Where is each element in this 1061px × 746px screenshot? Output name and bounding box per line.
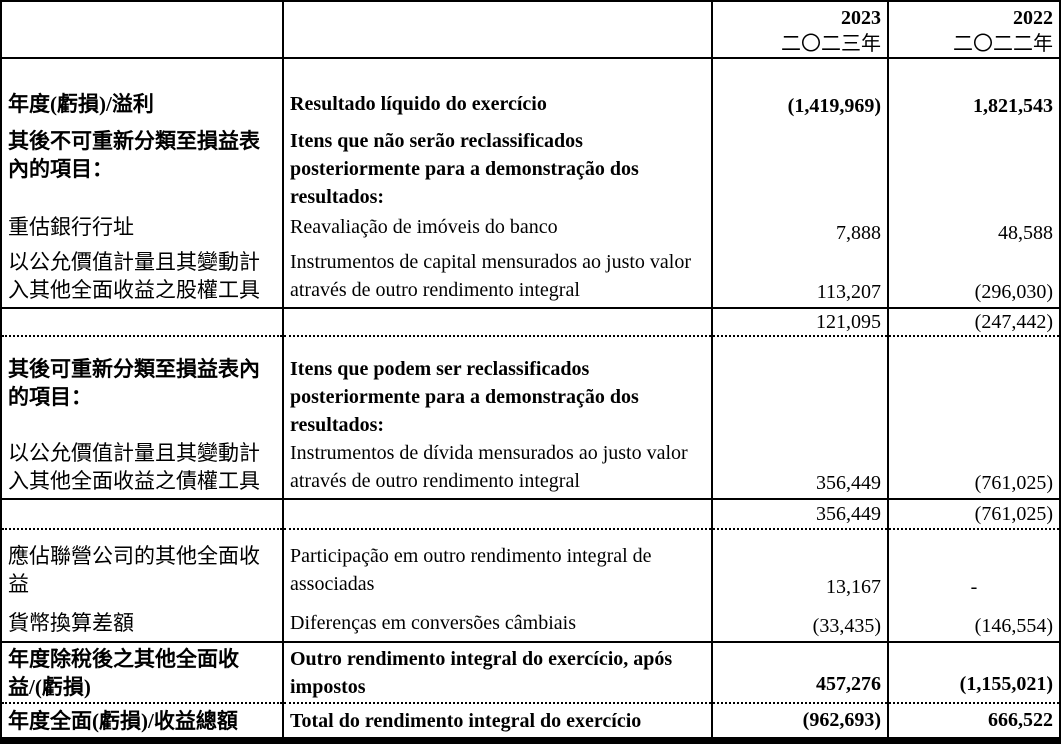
row-label-pt (283, 499, 713, 530)
row-label-pt (283, 308, 713, 337)
value-2022: (761,025) (888, 499, 1059, 530)
table-row: 應佔聯營公司的其他全面收益 Participação em outro rend… (2, 529, 1059, 604)
value-2023: 7,888 (712, 213, 889, 248)
row-label-pt: Itens que não serão reclassificados post… (283, 125, 713, 213)
row-label-zh: 年度除稅後之其他全面收益/(虧損) (2, 642, 284, 704)
value-2023 (712, 125, 889, 213)
value-2023: 13,167 (712, 529, 889, 604)
row-label-zh: 年度全面(虧損)/收益總額 (2, 703, 284, 737)
value-2023: (33,435) (712, 604, 889, 643)
row-label-zh: 其後不可重新分類至損益表內的項目： (2, 125, 284, 213)
year-2023-label: 2023 (841, 7, 881, 29)
table-header-row: 2023 二〇二三年 2022 二〇二二年 (2, 2, 1059, 59)
value-2022: (146,554) (888, 604, 1059, 643)
table-row: 年度(虧損)/溢利 Resultado líquido do exercício… (2, 58, 1059, 125)
header-empty-cell-zh (2, 2, 284, 59)
value-2022: (296,030) (888, 248, 1059, 309)
row-label-zh (2, 499, 284, 530)
year-2022-cjk: 二〇二二年 (953, 33, 1053, 55)
value-2023: (962,693) (712, 703, 889, 737)
table-row: 貨幣換算差額 Diferenças em conversões câmbiais… (2, 604, 1059, 643)
row-label-zh: 以公允價值計量且其變動計入其他全面收益之股權工具 (2, 248, 284, 309)
row-label-zh: 年度(虧損)/溢利 (2, 58, 284, 125)
value-2022 (888, 336, 1059, 439)
value-2022: - (970, 576, 978, 598)
value-2023: 356,449 (712, 499, 889, 530)
header-empty-cell-pt (283, 2, 713, 59)
row-label-pt: Total do rendimento integral do exercíci… (283, 703, 713, 737)
value-2022: (247,442) (888, 308, 1059, 337)
table-row: 以公允價值計量且其變動計入其他全面收益之股權工具 Instrumentos de… (2, 248, 1059, 309)
value-2022: (1,155,021) (888, 642, 1059, 704)
value-2022: 666,522 (988, 709, 1053, 731)
row-label-pt: Reavaliação de imóveis do banco (283, 213, 713, 248)
subtotal-row: 356,449 (761,025) (2, 499, 1059, 530)
grand-total-row: 年度全面(虧損)/收益總額 Total do rendimento integr… (2, 703, 1059, 737)
year-2023-cjk: 二〇二三年 (781, 33, 881, 55)
value-2023: (1,419,969) (712, 58, 889, 125)
row-label-pt: Instrumentos de capital mensurados ao ju… (283, 248, 713, 309)
value-2022: (761,025) (888, 439, 1059, 500)
row-label-zh: 應佔聯營公司的其他全面收益 (2, 529, 284, 604)
row-label-zh (2, 308, 284, 337)
table-row: 其後不可重新分類至損益表內的項目： Itens que não serão re… (2, 125, 1059, 213)
row-label-zh: 以公允價值計量且其變動計入其他全面收益之債權工具 (2, 439, 284, 500)
value-2023: 121,095 (712, 308, 889, 337)
value-2022: 48,588 (998, 222, 1053, 244)
row-label-pt: Instrumentos de dívida mensurados ao jus… (283, 439, 713, 500)
value-2023: 113,207 (712, 248, 889, 309)
row-label-pt: Resultado líquido do exercício (283, 58, 713, 125)
row-label-zh: 其後可重新分類至損益表內的項目： (2, 336, 284, 439)
subtotal-row: 121,095 (247,442) (2, 308, 1059, 337)
value-2022 (888, 125, 1059, 213)
row-label-zh: 重估銀行行址 (2, 213, 284, 248)
row-label-zh: 貨幣換算差額 (2, 604, 284, 643)
table-row: 其後可重新分類至損益表內的項目： Itens que podem ser rec… (2, 336, 1059, 439)
total-row: 年度除稅後之其他全面收益/(虧損) Outro rendimento integ… (2, 642, 1059, 704)
row-label-pt: Outro rendimento integral do exercício, … (283, 642, 713, 704)
row-label-pt: Diferenças em conversões câmbiais (283, 604, 713, 643)
value-2023: 457,276 (712, 642, 889, 704)
table-row: 以公允價值計量且其變動計入其他全面收益之債權工具 Instrumentos de… (2, 439, 1059, 500)
table-row: 重估銀行行址 Reavaliação de imóveis do banco 7… (2, 213, 1059, 248)
row-label-pt: Participação em outro rendimento integra… (283, 529, 713, 604)
double-rule (0, 737, 1061, 744)
row-label-pt: Itens que podem ser reclassificados post… (283, 336, 713, 439)
value-2022: 1,821,543 (973, 95, 1053, 117)
year-2022-label: 2022 (1013, 7, 1053, 29)
year-2023-header: 2023 二〇二三年 (712, 2, 889, 59)
value-2023 (712, 336, 889, 439)
value-2023: 356,449 (712, 439, 889, 500)
year-2022-header: 2022 二〇二二年 (888, 2, 1059, 59)
